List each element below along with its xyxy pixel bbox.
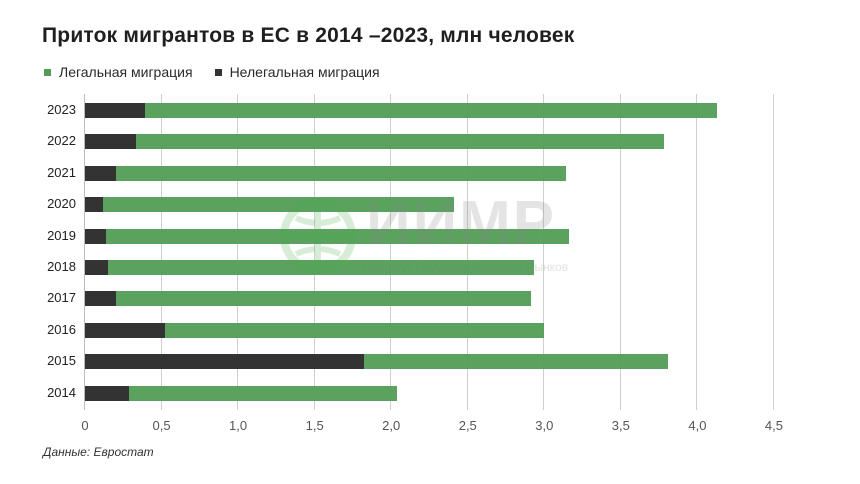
gridline (619, 94, 621, 410)
bar-2014 (85, 385, 398, 401)
x-tick-label: 0 (81, 418, 89, 433)
bar-segment-legal (115, 291, 531, 307)
bar-segment-legal (135, 134, 664, 150)
y-category-label: 2023 (47, 102, 76, 117)
bar-segment-illegal (85, 291, 116, 307)
bar-segment-legal (106, 228, 569, 244)
bar-segment-illegal (85, 260, 108, 275)
legend-label-legal: Легальная миграция (59, 64, 193, 80)
bar-segment-legal (363, 354, 669, 370)
gridline (543, 94, 545, 410)
legend-item-legal: Легальная миграция (44, 64, 193, 80)
y-category-label: 2016 (47, 321, 76, 337)
bar-segment-illegal (85, 134, 136, 150)
legend-item-illegal: Нелегальная миграция (214, 64, 380, 80)
gridline (696, 94, 698, 410)
x-tick-label: 2,0 (382, 418, 401, 433)
legend-swatch-illegal-icon (214, 68, 222, 76)
bar-segment-illegal (85, 103, 145, 118)
x-tick-label: 3,5 (611, 418, 630, 433)
y-category-label: 2021 (47, 164, 76, 180)
bar-segment-legal (115, 165, 566, 181)
bar-2021 (85, 165, 566, 181)
x-tick-label: 4,0 (688, 418, 707, 433)
y-category-label: 2015 (47, 353, 76, 369)
bar-2019 (85, 228, 569, 244)
bar-segment-illegal (85, 197, 104, 213)
bar-2016 (85, 322, 545, 338)
gridline (772, 94, 774, 410)
bar-2018 (85, 260, 534, 275)
y-category-label: 2014 (47, 384, 76, 400)
bar-segment-illegal (85, 354, 364, 370)
gridline (313, 94, 315, 410)
x-tick-label: 3,0 (535, 418, 554, 433)
y-axis-line (84, 94, 85, 410)
y-category-label: 2020 (47, 196, 76, 212)
bar-segment-illegal (85, 322, 165, 338)
source-note: Данные: Евростат (43, 445, 154, 459)
y-category-label: 2019 (47, 227, 76, 243)
x-tick-label: 1,5 (305, 418, 324, 433)
bar-segment-legal (164, 322, 545, 338)
bar-segment-legal (144, 103, 718, 118)
chart-title: Приток мигрантов в ЕС в 2014 –2023, млн … (42, 24, 575, 47)
y-category-label: 2017 (47, 290, 76, 306)
gridline (466, 94, 468, 410)
bar-segment-legal (107, 260, 534, 275)
x-tick-label: 2,5 (458, 418, 477, 433)
legend-label-illegal: Нелегальная миграция (229, 64, 380, 80)
x-tick-label: 0,5 (152, 418, 171, 433)
x-tick-label: 1,0 (229, 418, 248, 433)
bar-segment-legal (103, 197, 454, 213)
gridline (390, 94, 392, 410)
bar-2023 (85, 103, 718, 118)
legend: Легальная миграция Нелегальная миграция (44, 64, 380, 80)
gridline (160, 94, 162, 410)
y-category-label: 2018 (47, 259, 76, 274)
bar-2020 (85, 197, 454, 213)
bar-segment-illegal (85, 385, 130, 401)
x-tick-label: 4,5 (764, 418, 783, 433)
legend-swatch-legal-icon (44, 68, 51, 76)
bar-segment-illegal (85, 165, 116, 181)
bar-2015 (85, 354, 669, 370)
bar-2022 (85, 134, 664, 150)
y-category-label: 2022 (47, 133, 76, 149)
gridline (237, 94, 239, 410)
bar-2017 (85, 291, 531, 307)
bar-segment-illegal (85, 228, 107, 244)
bar-segment-legal (129, 385, 398, 401)
